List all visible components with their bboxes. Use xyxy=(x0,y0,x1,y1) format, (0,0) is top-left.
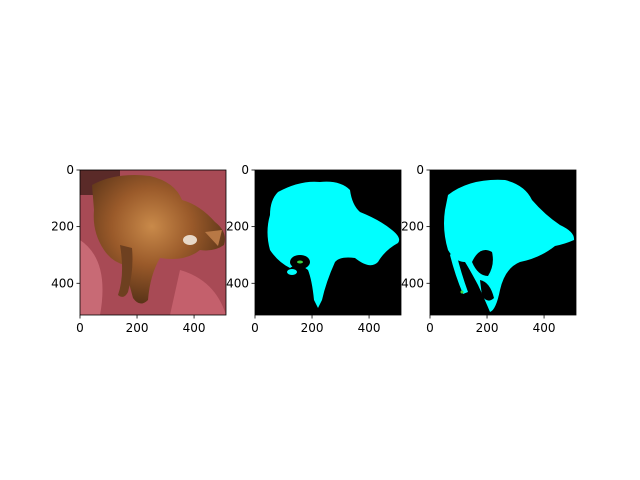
x-tick-label: 0 xyxy=(251,321,259,335)
axes-frame xyxy=(429,169,577,316)
cat-white-patch xyxy=(183,235,197,245)
y-tick-label: 400 xyxy=(226,276,249,290)
y-tick-label: 400 xyxy=(51,276,74,290)
axes-2: 0 200 400 0 200 400 xyxy=(226,163,402,335)
axes-1: 0 200 400 0 200 400 xyxy=(51,163,227,335)
mask-blob xyxy=(287,269,297,275)
x-tick-label: 200 xyxy=(126,321,149,335)
mask-foreground xyxy=(444,179,575,312)
cat-leg xyxy=(118,245,133,297)
mask-leg xyxy=(450,248,468,294)
mask-panel-1 xyxy=(255,170,401,315)
y-tick-label: 0 xyxy=(241,163,249,177)
photo-panel xyxy=(80,170,226,315)
mask-panel-2 xyxy=(430,170,576,315)
blanket-fold xyxy=(80,240,103,315)
x-tick-label: 0 xyxy=(426,321,434,335)
axes-frame xyxy=(254,169,402,316)
x-tick-label: 400 xyxy=(183,321,206,335)
x-tick-label: 0 xyxy=(76,321,84,335)
x-tick-label: 400 xyxy=(533,321,556,335)
mask-foreground xyxy=(267,181,400,308)
y-tick-label: 0 xyxy=(66,163,74,177)
blanket-fold-right xyxy=(170,270,226,315)
mask-minor-class xyxy=(297,260,303,264)
mask-hole-lower xyxy=(480,280,494,301)
x-tick-label: 400 xyxy=(358,321,381,335)
x-tick-label: 200 xyxy=(476,321,499,335)
cat-ear xyxy=(205,230,222,246)
y-tick-label: 200 xyxy=(51,220,74,234)
mask-minor-class xyxy=(460,290,464,294)
cat-body xyxy=(92,175,225,304)
y-tick-label: 200 xyxy=(226,220,249,234)
y-tick-label: 0 xyxy=(416,163,424,177)
axes-3: 0 200 400 0 200 400 xyxy=(401,163,577,335)
y-tick-label: 200 xyxy=(401,220,424,234)
mask-hole xyxy=(472,249,493,276)
axes-frame xyxy=(79,169,227,316)
y-tick-label: 400 xyxy=(401,276,424,290)
x-tick-label: 200 xyxy=(301,321,324,335)
